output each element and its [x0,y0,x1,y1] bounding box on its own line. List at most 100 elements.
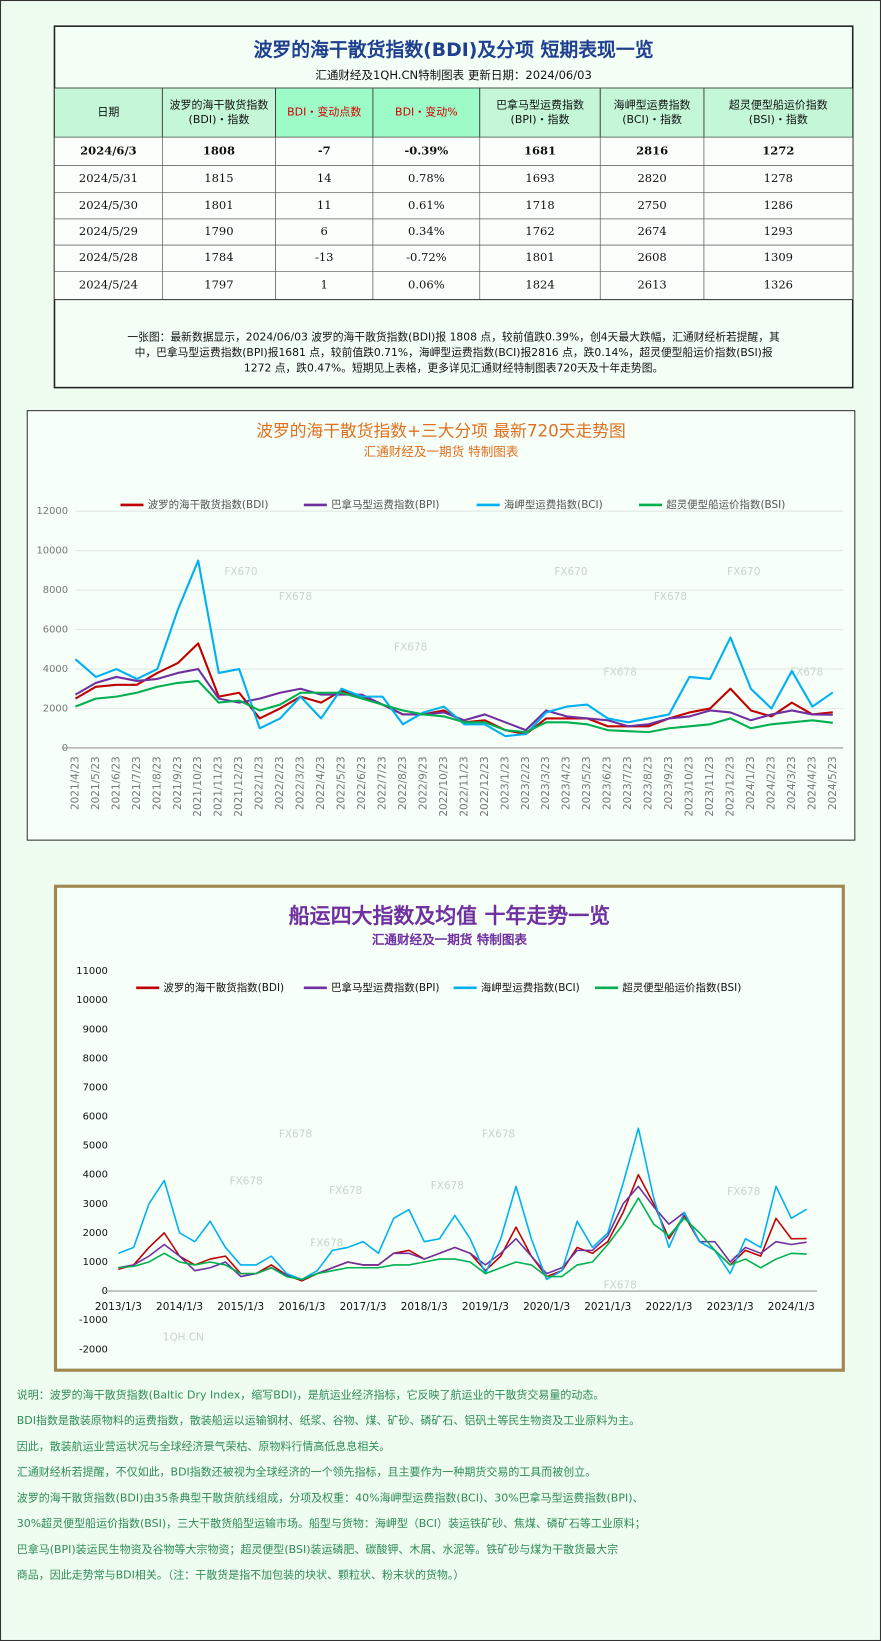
table-cell-text: 2024/5/29 [79,224,138,238]
table-cell-text: 1784 [204,250,233,264]
x-tick-label: 2023/10/23 [684,756,696,816]
x-tick-label: 2024/5/23 [827,756,839,810]
explanation-line: 说明：波罗的海干散货指数(Baltic Dry Index，缩写BDI)，是航运… [17,1387,605,1401]
y-tick-label: -2000 [79,1344,108,1355]
table-title: 波罗的海干散货指数(BDI)及分项 短期表现一览 [254,38,654,61]
watermark: FX678 [727,1186,760,1198]
table-cell [54,136,163,166]
table-cell-text: 11 [317,198,332,212]
y-tick-label: 4000 [83,1170,108,1181]
table-cell [599,218,705,246]
y-tick-label: -1000 [79,1315,108,1326]
x-tick-label: 2024/2/23 [765,756,777,810]
watermark: FX678 [279,1129,312,1141]
header-label: 日期 [97,106,119,119]
x-tick-label: 2023/3/23 [540,756,552,810]
table-cell-text: 1326 [764,277,793,291]
x-tick-label: 2023/4/23 [561,756,573,810]
header-label: BDI・变动点数 [287,105,361,119]
table-cell-text: 2613 [637,277,666,291]
x-tick-label: 2023/9/23 [663,756,675,810]
table-cell [599,244,705,272]
table-cell-text: 1278 [764,171,793,185]
legend-label: 波罗的海干散货指数(BDI) [148,498,269,511]
x-tick-label: 2024/1/3 [768,1301,815,1313]
chart-title: 波罗的海干散货指数+三大分项 最新720天走势图 [256,421,626,441]
table-cell-text: 1718 [525,198,554,212]
table-cell-text: 14 [317,171,332,185]
series-line [118,1127,808,1281]
watermark: FX678 [482,1129,515,1141]
x-tick-label: 2022/5/23 [336,756,348,810]
header-cell [161,87,276,138]
x-tick-label: 2018/1/3 [401,1301,448,1313]
table-cell [54,165,163,194]
table-cell-text: 1801 [525,250,554,264]
watermark: FX678 [394,641,427,653]
x-tick-label: 2021/11/23 [213,756,225,816]
x-tick-label: 2022/11/23 [458,756,470,816]
x-tick-label: 2023/1/23 [499,756,511,810]
watermark: FX678 [604,1279,637,1291]
table-cell-text: -7 [318,143,331,157]
y-tick-label: 1000 [83,1257,108,1268]
header-cell [275,87,374,138]
x-tick-label: 2024/3/23 [786,756,798,810]
x-tick-label: 2023/12/23 [724,756,736,816]
x-tick-label: 2021/8/23 [151,756,163,810]
legend-label: 超灵便型船运价指数(BSI) [666,498,785,511]
x-tick-label: 2016/1/3 [278,1301,325,1313]
header-cell [54,87,163,138]
x-tick-label: 2024/4/23 [806,756,818,810]
table-cell-text: 1272 [762,143,794,157]
chart-subtitle: 汇通财经及一期货 特制图表 [364,444,519,459]
x-tick-label: 2023/11/23 [704,756,716,816]
table-cell [479,192,601,220]
table-cell [372,192,481,220]
legend-label: 巴拿马型运费指数(BPI) [331,498,440,511]
legend-label: 超灵便型船运价指数(BSI) [622,981,741,994]
table-cell [372,271,481,300]
y-tick-label: 9000 [83,1024,108,1035]
watermark: 1QH.CN [163,1332,204,1344]
table-cell-text: 1801 [204,198,233,212]
legend-label: 海岬型运费指数(BCI) [504,498,603,511]
x-tick-label: 2022/7/23 [376,756,388,810]
legend-label: 海岬型运费指数(BCI) [481,981,580,994]
table-cell-text: 2024/5/24 [79,277,138,291]
y-tick-label: 6000 [43,625,68,636]
x-tick-label: 2013/1/3 [95,1301,142,1313]
x-tick-label: 2023/8/23 [643,756,655,810]
table-cell-text: 2024/5/31 [79,171,138,185]
table-cell-text: 2024/6/3 [80,143,136,157]
table-cell-text: 1693 [525,171,554,185]
table-cell-text: 2608 [637,250,666,264]
table-cell [162,192,276,220]
table-cell-text: -0.39% [404,143,448,157]
watermark: FX678 [329,1185,362,1197]
table-cell [275,244,374,272]
y-tick-label: 8000 [83,1053,108,1064]
table-cell-text: 1286 [764,198,793,212]
table-cell-text: 1797 [204,277,233,291]
series-line [75,679,833,734]
x-tick-label: 2021/4/23 [69,756,81,810]
y-tick-label: 11000 [76,966,108,977]
table-cell-text: 2024/5/28 [79,250,138,264]
watermark: FX678 [310,1237,343,1249]
table-cell [162,271,276,300]
table-cell [599,271,705,300]
chart-subtitle: 汇通财经及一期货 特制图表 [372,932,528,947]
y-tick-label: 5000 [83,1141,108,1152]
explanation-line: 因此，散装航运业营运状况与全球经济景气荣枯、原物料行情高低息息相关。 [17,1439,390,1453]
header-label: (BSI)・指数 [749,112,808,126]
x-tick-label: 2022/1/3 [645,1301,692,1313]
x-tick-label: 2021/7/23 [131,756,143,810]
watermark: FX678 [279,591,312,603]
x-tick-label: 2014/1/3 [156,1301,203,1313]
explanation-line: 汇通财经析若提醒，不仅如此，BDI指数还被视为全球经济的一个领先指标，且主要作为… [17,1465,596,1479]
table-cell-text: 0.34% [408,224,445,238]
header-label: 波罗的海干散货指数 [170,97,269,111]
